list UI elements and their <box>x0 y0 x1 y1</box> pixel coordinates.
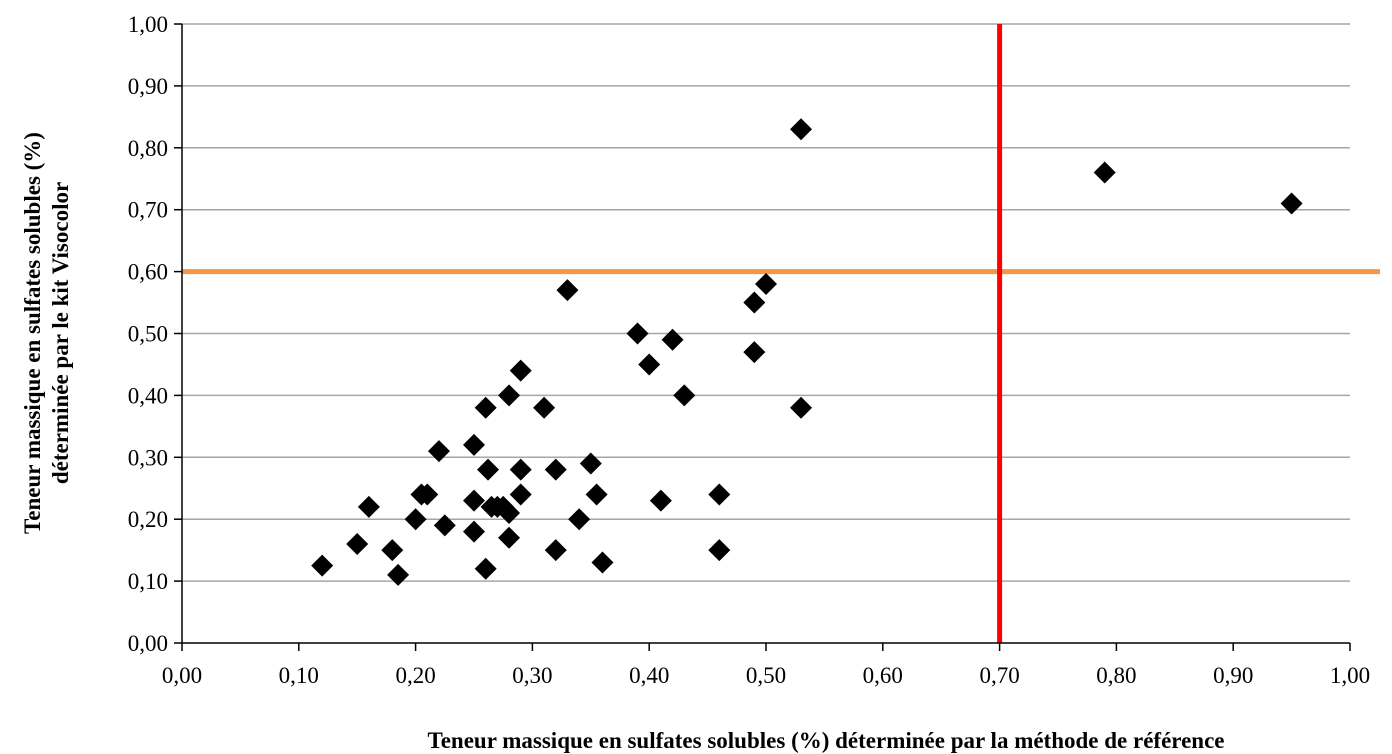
y-tick-label: 0,60 <box>128 260 168 285</box>
data-point <box>357 495 380 518</box>
data-point <box>509 359 532 382</box>
data-point <box>404 508 427 531</box>
data-point <box>1093 161 1116 184</box>
x-tick-label: 0,80 <box>1096 663 1136 688</box>
data-point <box>533 396 556 419</box>
data-point <box>474 396 497 419</box>
x-axis-title: Teneur massique en sulfates solubles (%)… <box>427 728 1224 753</box>
data-point <box>498 526 521 549</box>
data-point <box>416 483 439 506</box>
data-point <box>381 539 404 562</box>
x-tick-label: 0,70 <box>979 663 1019 688</box>
grid-layer <box>182 23 1350 582</box>
data-point <box>556 279 579 302</box>
y-tick-label: 0,90 <box>128 74 168 99</box>
y-tick-label: 0,00 <box>128 631 168 656</box>
y-axis-title: Teneur massique en sulfates solubles (%)… <box>20 132 73 534</box>
data-point <box>433 514 456 537</box>
data-point <box>427 440 450 463</box>
x-tick-label: 0,90 <box>1213 663 1253 688</box>
data-point <box>579 452 602 475</box>
data-point <box>755 272 777 295</box>
y-tick-label: 0,40 <box>128 383 168 408</box>
data-point <box>463 520 485 543</box>
x-tick-label: 1,00 <box>1330 663 1370 688</box>
x-tick-label: 0,30 <box>512 663 552 688</box>
data-point <box>638 353 661 376</box>
data-point <box>743 341 766 364</box>
x-tick-label: 0,10 <box>279 663 319 688</box>
tick-labels-layer: 0,00 0,10 0,20 0,30 0,40 0,50 0,60 0,70 0,80 0,90… <box>128 12 1370 688</box>
data-point <box>463 433 485 456</box>
data-point <box>544 458 567 481</box>
data-point <box>509 458 532 481</box>
data-point <box>708 483 731 506</box>
data-point <box>311 554 334 577</box>
x-tick-label: 0,50 <box>746 663 786 688</box>
data-point <box>790 396 813 419</box>
data-point <box>463 489 485 512</box>
data-point <box>387 563 410 586</box>
data-point <box>346 532 369 555</box>
data-point <box>498 384 521 407</box>
y-axis-title-line-1: Teneur massique en sulfates solubles (%) <box>20 132 45 534</box>
x-tick-label: 0,40 <box>629 663 669 688</box>
x-tick-label: 0,00 <box>162 663 202 688</box>
data-point <box>498 502 521 525</box>
y-tick-label: 0,70 <box>128 198 168 223</box>
data-point <box>568 508 591 531</box>
y-tick-label: 0,20 <box>128 507 168 532</box>
data-point <box>585 483 608 506</box>
data-point <box>673 384 696 407</box>
y-tick-label: 0,10 <box>128 569 168 594</box>
data-point <box>649 489 672 512</box>
y-tick-label: 1,00 <box>128 12 168 37</box>
data-point <box>544 539 567 562</box>
data-point <box>661 328 684 351</box>
data-point <box>591 551 614 574</box>
data-point <box>509 483 532 506</box>
reference-lines-layer <box>182 24 1380 643</box>
y-tick-label: 0,80 <box>128 136 168 161</box>
data-point <box>1280 192 1303 215</box>
y-tick-label: 0,50 <box>128 322 168 347</box>
data-points-layer <box>311 118 1303 586</box>
data-point <box>474 557 497 580</box>
x-tick-label: 0,20 <box>395 663 435 688</box>
data-point <box>743 291 766 314</box>
data-point <box>790 118 813 141</box>
y-tick-label: 0,30 <box>128 445 168 470</box>
data-point <box>626 322 649 345</box>
x-tick-label: 0,60 <box>863 663 903 688</box>
axis-layer <box>174 23 1351 651</box>
y-axis-title-line-2: déterminée par le kit Visocolor <box>48 182 73 484</box>
data-point <box>708 539 731 562</box>
data-point <box>477 458 500 481</box>
